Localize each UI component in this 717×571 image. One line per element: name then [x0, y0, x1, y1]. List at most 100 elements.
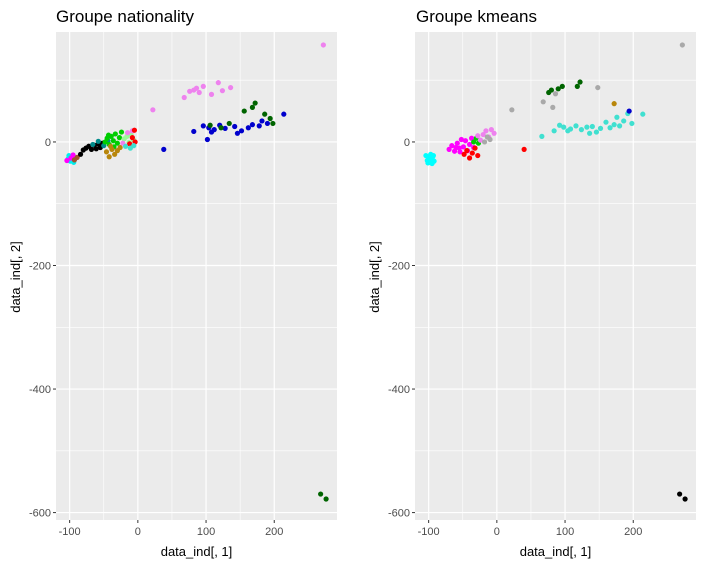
data-point [540, 99, 546, 105]
data-point [71, 157, 78, 163]
data-point [491, 130, 497, 136]
data-point [125, 130, 131, 136]
data-point [488, 127, 494, 133]
data-point [551, 128, 557, 134]
data-point [477, 137, 484, 143]
data-point [472, 145, 478, 151]
data-point [469, 150, 475, 156]
data-point [238, 128, 245, 134]
data-point [226, 120, 232, 127]
data-point [323, 496, 329, 502]
data-point [461, 151, 467, 157]
x-tick-label: 200 [624, 526, 642, 538]
data-point [77, 151, 84, 157]
data-point [577, 79, 583, 85]
y-tick-label: 0 [404, 137, 410, 149]
y-tick-label: -400 [388, 384, 410, 396]
data-point [595, 84, 601, 91]
data-point [429, 160, 435, 167]
data-point [475, 152, 481, 159]
data-point [454, 140, 460, 146]
data-point [234, 130, 241, 136]
data-point [584, 124, 590, 130]
data-point [574, 83, 580, 89]
x-tick-label: 100 [556, 526, 574, 538]
data-point [219, 88, 226, 94]
panel-nationality: Groupe nationality data_ind[, 1] data_in… [8, 7, 337, 559]
panel-kmeans: Groupe kmeans data_ind[, 1] data_ind[, 2… [367, 7, 696, 559]
data-point [578, 127, 585, 133]
data-point [131, 143, 137, 149]
data-point [457, 149, 463, 155]
data-point [127, 141, 133, 147]
panel-title-nationality: Groupe nationality [56, 7, 194, 26]
y-axis-title-nationality: data_ind[, 2] [8, 241, 23, 313]
data-point [232, 123, 238, 130]
data-point [241, 108, 247, 114]
data-point [466, 141, 473, 148]
panel-background [56, 32, 337, 520]
data-point [267, 115, 273, 122]
x-tick-label: 100 [197, 526, 215, 538]
data-point [107, 143, 114, 149]
data-point [593, 129, 600, 135]
data-point [222, 125, 228, 131]
data-point [191, 128, 197, 135]
data-point [90, 141, 96, 148]
x-tick-label: -100 [418, 526, 440, 538]
data-point [555, 86, 561, 92]
y-tick-label: -400 [29, 384, 51, 396]
data-point [256, 123, 262, 129]
data-point [245, 125, 251, 131]
data-point [281, 111, 287, 117]
data-point [597, 125, 604, 131]
data-point [471, 139, 477, 145]
data-point [561, 124, 567, 130]
data-point [679, 42, 685, 48]
data-point [116, 135, 123, 141]
panel-title-kmeans: Groupe kmeans [416, 7, 537, 26]
data-point [112, 151, 118, 157]
data-point [640, 111, 646, 117]
data-point [161, 146, 167, 152]
data-point [150, 107, 156, 113]
data-point [208, 91, 215, 97]
data-point [621, 118, 627, 124]
data-point [262, 111, 268, 117]
data-point [318, 491, 324, 497]
data-point [264, 120, 271, 127]
data-point [460, 144, 467, 150]
data-point [462, 138, 469, 144]
data-point [559, 83, 565, 89]
data-point [93, 146, 99, 152]
data-point [682, 496, 688, 502]
data-point [207, 122, 213, 128]
data-point [446, 146, 452, 152]
data-point [187, 88, 193, 94]
data-point [453, 144, 459, 151]
plot-area-nationality: -100 0 100 200 0 -200 -400 -600 [29, 32, 337, 538]
data-point [110, 138, 116, 144]
y-tick-label: -200 [388, 260, 410, 272]
data-point [611, 122, 617, 128]
data-point [430, 152, 437, 159]
data-point [193, 85, 200, 91]
data-point [607, 125, 613, 131]
data-point [614, 114, 620, 120]
data-point [200, 83, 206, 89]
data-point [106, 154, 112, 160]
data-point [103, 149, 110, 155]
data-point [458, 136, 464, 143]
data-point [95, 138, 101, 144]
data-point [539, 133, 545, 139]
data-point [626, 108, 632, 114]
data-point [228, 84, 234, 91]
data-point [131, 127, 138, 133]
y-axis-title-kmeans: data_ind[, 2] [367, 241, 382, 313]
data-point [270, 120, 276, 127]
data-point [181, 94, 187, 101]
y-tick-label: -200 [29, 260, 51, 272]
data-point [509, 107, 515, 113]
data-point [200, 123, 206, 129]
